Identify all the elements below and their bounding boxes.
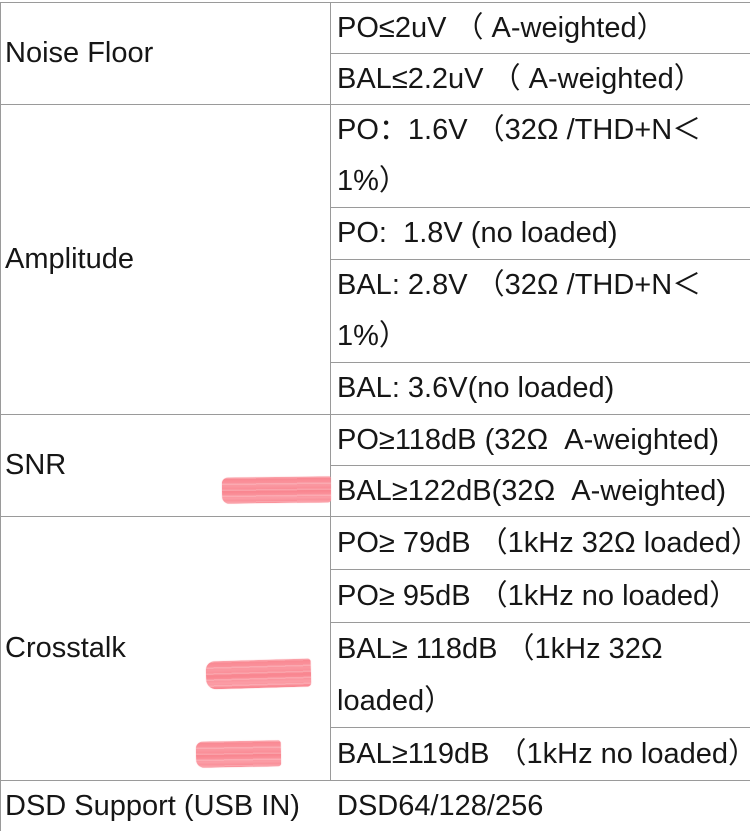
- section-amplitude: Amplitude PO：1.6V （32Ω /THD+N＜ 1%） PO: 1…: [1, 104, 750, 414]
- label-text: Crosstalk: [5, 632, 126, 664]
- spec-text: PO≥ 79dB （1kHz 32Ω loaded）: [337, 527, 750, 559]
- spec-row: BAL≤2.2uV （ A-weighted）: [331, 53, 750, 104]
- row-label-snr: SNR: [1, 415, 330, 516]
- section-dsd-support: DSD Support (USB IN) DSD64/128/256: [1, 780, 750, 831]
- spec-text: BAL≥119dB （1kHz no loaded）: [337, 738, 750, 770]
- spec-row: BAL: 2.8V （32Ω /THD+N＜ 1%）: [331, 259, 750, 362]
- spec-text: loaded）: [337, 685, 454, 717]
- highlighter-mark-snr-bal: [221, 476, 332, 504]
- spec-row: BAL≥122dB(32Ω A-weighted): [331, 465, 750, 516]
- highlighter-mark-crosstalk-bal119: [195, 740, 282, 768]
- section-snr: SNR PO≥118dB (32Ω A-weighted) BAL≥122dB(…: [1, 414, 750, 516]
- label-text: SNR: [5, 449, 67, 481]
- amplitude-values: PO：1.6V （32Ω /THD+N＜ 1%） PO: 1.8V (no lo…: [330, 105, 750, 414]
- spec-text: BAL≥122dB(32Ω A-weighted): [337, 475, 727, 507]
- spec-text: BAL≥ 118dB （1kHz 32Ω: [337, 633, 663, 665]
- row-label-crosstalk: Crosstalk: [1, 517, 330, 780]
- spec-text: PO：1.6V （32Ω /THD+N＜: [337, 114, 702, 146]
- row-label-dsd-support: DSD Support (USB IN): [1, 781, 330, 831]
- dsd-support-values: DSD64/128/256: [330, 781, 750, 831]
- spec-row: PO≥ 79dB （1kHz 32Ω loaded）: [331, 517, 750, 569]
- spec-row: BAL≥ 118dB （1kHz 32Ω loaded）: [331, 622, 750, 727]
- spec-text: BAL: 2.8V （32Ω /THD+N＜: [337, 269, 702, 301]
- spec-row: BAL: 3.6V(no loaded): [331, 362, 750, 414]
- row-label-amplitude: Amplitude: [1, 105, 330, 414]
- spec-text: BAL≤2.2uV （ A-weighted）: [337, 63, 703, 95]
- spec-text: PO: 1.8V (no loaded): [337, 217, 618, 249]
- noise-floor-values: PO≤2uV （ A-weighted） BAL≤2.2uV （ A-weigh…: [330, 3, 750, 104]
- spec-row: BAL≥119dB （1kHz no loaded）: [331, 727, 750, 780]
- spec-row: PO: 1.8V (no loaded): [331, 207, 750, 259]
- spec-row: PO≤2uV （ A-weighted）: [331, 3, 750, 53]
- label-text: Amplitude: [5, 243, 134, 275]
- spec-text: PO≥ 95dB （1kHz no loaded）: [337, 580, 739, 612]
- snr-values: PO≥118dB (32Ω A-weighted) BAL≥122dB(32Ω …: [330, 415, 750, 516]
- section-noise-floor: Noise Floor PO≤2uV （ A-weighted） BAL≤2.2…: [1, 3, 750, 104]
- spec-text: 1%）: [337, 165, 408, 197]
- spec-row: DSD64/128/256: [331, 781, 750, 831]
- highlighter-mark-crosstalk-bal118: [205, 658, 312, 690]
- spec-text: 1%）: [337, 320, 408, 352]
- spec-text: PO≥118dB (32Ω A-weighted): [337, 424, 720, 456]
- spec-text: DSD64/128/256: [337, 790, 544, 822]
- spec-text: PO≤2uV （ A-weighted）: [337, 12, 666, 44]
- row-label-noise-floor: Noise Floor: [1, 3, 330, 104]
- spec-row: PO≥118dB (32Ω A-weighted): [331, 415, 750, 465]
- spec-row: PO≥ 95dB （1kHz no loaded）: [331, 569, 750, 622]
- label-text: DSD Support (USB IN): [5, 789, 300, 822]
- section-crosstalk: Crosstalk PO≥ 79dB （1kHz 32Ω loaded） PO≥…: [1, 516, 750, 780]
- label-text: Noise Floor: [5, 37, 154, 69]
- spec-row: PO：1.6V （32Ω /THD+N＜ 1%）: [331, 105, 750, 207]
- spec-text: BAL: 3.6V(no loaded): [337, 372, 615, 404]
- crosstalk-values: PO≥ 79dB （1kHz 32Ω loaded） PO≥ 95dB （1kH…: [330, 517, 750, 780]
